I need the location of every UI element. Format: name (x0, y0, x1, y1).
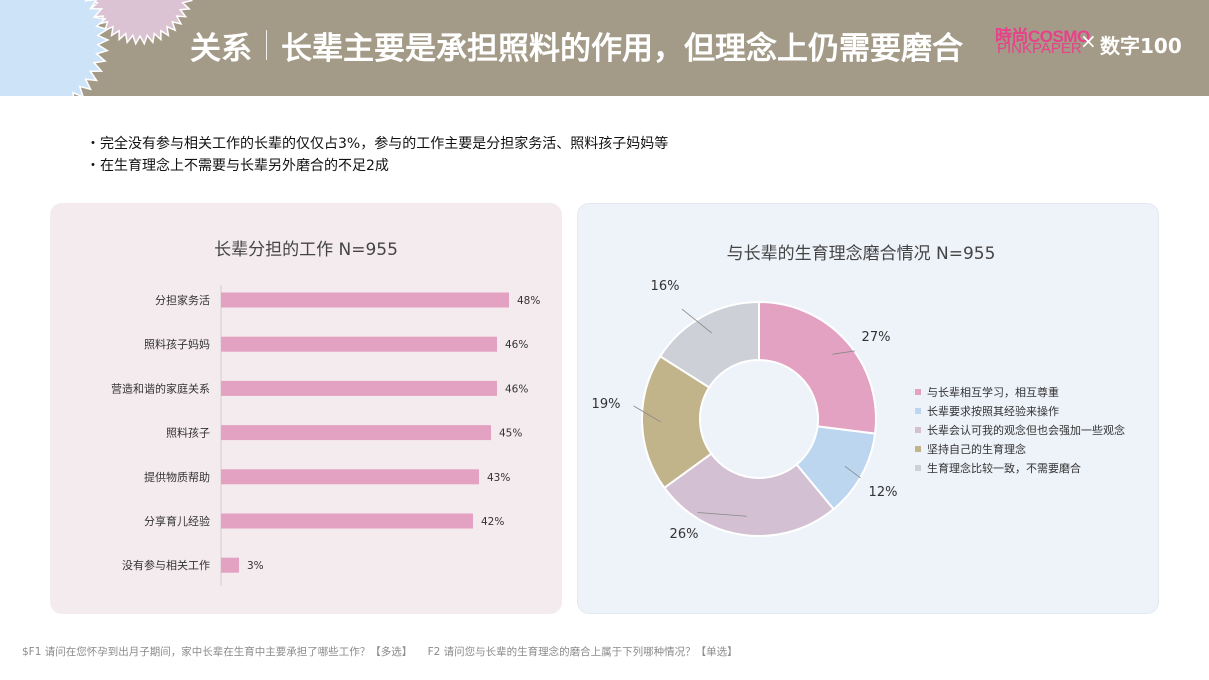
header-banner: 关系 长辈主要是承担照料的作用，但理念上仍需要磨合 時尚COSMO PINKPA… (0, 0, 1209, 96)
footnote: $F1 请问在您怀孕到出月子期间，家中长辈在生育中主要承担了哪些工作？【多选】 … (22, 644, 750, 659)
leader-line (697, 512, 747, 517)
bar (221, 336, 497, 352)
summary-bullets: ・完全没有参与相关工作的长辈的仅仅占3%，参与的工作主要是分担家务活、照料孩子妈… (86, 133, 668, 177)
bullet-item: ・在生育理念上不需要与长辈另外磨合的不足2成 (86, 158, 389, 174)
leader-line (832, 350, 855, 355)
donut-value-label: 26% (670, 527, 699, 542)
bar-category-label: 照料孩子 (166, 426, 210, 440)
bar-series: 分担家务活 48% 照料孩子妈妈 46% 营造和谐的家庭关系 46% 照料孩子 45% 提供物质… (111, 285, 540, 586)
partner-logo: 数字100 (1100, 34, 1182, 58)
donut-value-label: 19% (592, 397, 621, 412)
legend-label: 长辈会认可我的观念但也会强加一些观念 (927, 423, 1125, 437)
footnote-f1: $F1 请问在您怀孕到出月子期间，家中长辈在生育中主要承担了哪些工作？【多选】 (22, 646, 413, 658)
legend-swatch (915, 427, 921, 433)
donut-series: 27% 12% 26% 19% 16% (592, 279, 898, 542)
bar-value-label: 46% (505, 383, 528, 395)
footnote-f2: F2 请问您与长辈的生育理念的磨合上属于下列哪种情况？【单选】 (427, 646, 738, 658)
bar-chart: 长辈分担的工作 N=955 分担家务活 48% 照料孩子妈妈 46% 营造和谐的家庭关系… (111, 240, 540, 586)
bar-value-label: 48% (517, 295, 540, 307)
donut-legend: 与长辈相互学习，相互尊重长辈要求按照其经验来操作长辈会认可我的观念但也会强加一些… (915, 385, 1125, 475)
bar (221, 469, 479, 485)
title-main: 长辈主要是承担照料的作用，但理念上仍需要磨合 (281, 30, 963, 67)
donut-value-label: 16% (651, 279, 680, 294)
legend-label: 长辈要求按照其经验来操作 (927, 404, 1059, 418)
brand-logo-bottom: PINKPAPER (997, 40, 1082, 57)
bar (221, 557, 239, 573)
legend-swatch (915, 446, 921, 452)
brand-logo-top: 時尚COSMO (995, 27, 1090, 46)
lilac-starburst-shape (86, 0, 194, 46)
legend-label: 与长辈相互学习，相互尊重 (927, 385, 1059, 399)
donut-chart: 与长辈的生育理念磨合情况 N=955 27% 12% 26% 19% 16% 与长辈相互… (592, 243, 1125, 542)
bar (221, 425, 491, 441)
bar-category-label: 分担家务活 (155, 293, 210, 307)
bar (221, 380, 497, 396)
bar-chart-title: 长辈分担的工作 N=955 (214, 240, 398, 260)
legend-swatch (915, 465, 921, 471)
donut-slice (662, 452, 835, 537)
donut-value-label: 12% (869, 485, 898, 500)
donut-slice (758, 300, 877, 435)
bar-category-label: 没有参与相关工作 (122, 558, 210, 572)
legend-swatch (915, 408, 921, 414)
legend-label: 生育理念比较一致，不需要磨合 (927, 461, 1081, 475)
bar-category-label: 营造和谐的家庭关系 (111, 381, 210, 395)
bar (221, 513, 473, 529)
decorative-starburst (0, 0, 194, 96)
leader-line (681, 308, 713, 334)
legend-swatch (915, 389, 921, 395)
legend-label: 坚持自己的生育理念 (927, 442, 1026, 456)
title-divider (266, 30, 267, 60)
bar-value-label: 46% (505, 339, 528, 351)
donut-chart-title: 与长辈的生育理念磨合情况 N=955 (727, 243, 996, 264)
bar (221, 292, 509, 308)
donut-slice (658, 300, 760, 389)
bar-value-label: 45% (499, 428, 522, 440)
bar-value-label: 43% (487, 472, 510, 484)
bar-category-label: 分享育儿经验 (144, 514, 210, 528)
donut-value-label: 27% (862, 330, 891, 345)
brand-logo: 時尚COSMO PINKPAPER (995, 22, 1095, 62)
donut-chart-panel: 与长辈的生育理念磨合情况 N=955 27% 12% 26% 19% 16% 与长辈相互… (577, 203, 1159, 614)
bar-category-label: 照料孩子妈妈 (144, 337, 210, 351)
bar-chart-panel: 长辈分担的工作 N=955 分担家务活 48% 照料孩子妈妈 46% 营造和谐的家庭关系… (50, 203, 562, 614)
bar-value-label: 3% (247, 560, 264, 572)
bar-value-label: 42% (481, 516, 504, 528)
cross-icon: × (1080, 29, 1097, 53)
leader-line (844, 465, 861, 479)
bullet-item: ・完全没有参与相关工作的长辈的仅仅占3%，参与的工作主要是分担家务活、照料孩子妈… (86, 136, 669, 152)
title-section: 关系 (190, 30, 252, 67)
bar-category-label: 提供物质帮助 (144, 470, 210, 484)
page-title: 关系 长辈主要是承担照料的作用，但理念上仍需要磨合 (190, 20, 963, 70)
leader-line (633, 405, 662, 423)
blue-starburst-shape (0, 0, 110, 96)
